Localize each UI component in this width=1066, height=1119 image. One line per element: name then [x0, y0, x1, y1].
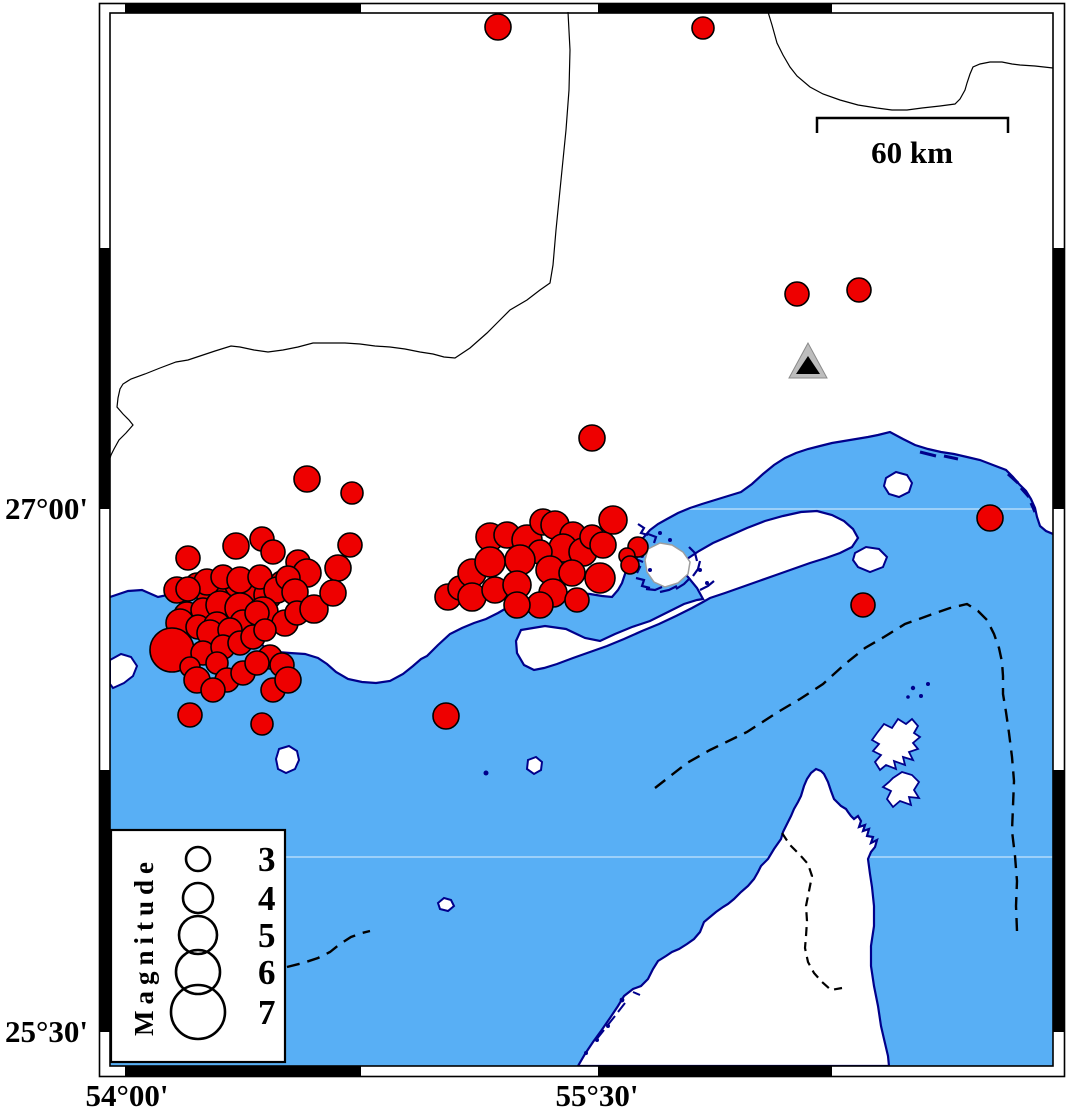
earthquake-marker	[784, 281, 810, 307]
fjord-islets	[906, 682, 930, 699]
mangrove-white-patch	[644, 542, 691, 588]
island-small-2	[525, 755, 544, 776]
island-qeshm	[514, 509, 860, 672]
earthquake-marker	[850, 592, 876, 618]
earthquake-marker	[598, 505, 628, 535]
islet-speck	[483, 770, 489, 776]
legend-label-mag-7: 7	[258, 993, 276, 1032]
earthquake-marker	[250, 712, 274, 736]
legend-circle-mag-3	[184, 845, 212, 873]
lat-label-27: 27°00'	[5, 491, 88, 526]
island-west-edge	[110, 652, 139, 690]
earthquake-marker	[432, 702, 460, 730]
legend-circle-mag-5	[177, 914, 219, 956]
earthquake-marker	[324, 554, 352, 582]
mangrove-islets	[640, 531, 709, 585]
coastal-dashes-ne	[919, 450, 1037, 513]
earthquake-layer	[149, 13, 1004, 736]
scale-bar: 60 km	[815, 116, 1010, 170]
legend-label-mag-5: 5	[258, 916, 276, 955]
province-borders	[110, 12, 1053, 459]
earthquake-marker	[564, 587, 590, 613]
legend-label-mag-3: 3	[258, 840, 276, 879]
axis-labels: 27°00' 25°30' 54°00' 55°30'	[5, 491, 639, 1113]
earthquake-marker	[244, 650, 270, 676]
lon-label-5530: 55°30'	[555, 1078, 638, 1113]
mainland-coastline	[110, 430, 1053, 685]
fjord-islands-2	[881, 771, 921, 809]
musandam-peninsula	[576, 767, 891, 1066]
earthquake-marker	[584, 562, 616, 594]
earthquake-marker	[558, 559, 586, 587]
earthquake-marker	[504, 544, 536, 576]
earthquake-marker	[526, 591, 554, 619]
legend-title: Magnitude	[129, 856, 159, 1036]
legend-label-mag-4: 4	[258, 879, 276, 918]
island-hormuz	[882, 470, 914, 499]
legend-circle-mag-4	[181, 881, 215, 915]
earthquake-marker	[846, 277, 872, 303]
earthquake-marker	[976, 504, 1004, 532]
lat-label-2530: 25°30'	[5, 1014, 88, 1049]
earthquake-marker	[503, 591, 531, 619]
earthquake-marker	[319, 579, 347, 607]
lon-label-5400: 54°00'	[85, 1078, 168, 1113]
earthquake-marker	[200, 677, 226, 703]
earthquake-marker	[177, 702, 203, 728]
island-small-1	[274, 744, 301, 775]
earthquake-marker	[340, 481, 364, 505]
station-triangle-icon	[788, 341, 828, 379]
island-small-3	[436, 896, 456, 913]
earthquake-marker	[260, 539, 286, 565]
earthquake-marker	[293, 465, 321, 493]
land-border-dashed	[781, 832, 843, 992]
earthquake-marker	[484, 13, 512, 41]
earthquake-marker	[253, 618, 277, 642]
earthquake-marker	[274, 666, 302, 694]
earthquake-marker	[337, 532, 363, 558]
island-larak	[851, 545, 889, 574]
earthquake-marker	[691, 16, 715, 40]
coastal-dots-musandam	[584, 997, 625, 1055]
earthquake-marker	[589, 531, 617, 559]
earthquake-marker	[474, 546, 506, 578]
earthquake-marker	[620, 555, 640, 575]
earthquake-marker	[175, 576, 201, 602]
legend-circle-mag-7	[169, 983, 227, 1041]
earthquake-marker	[299, 594, 329, 624]
map-frame	[98, 2, 1066, 1078]
earthquake-marker	[578, 424, 606, 452]
earthquake-marker	[222, 532, 250, 560]
legend-label-mag-6: 6	[258, 953, 276, 992]
maritime-boundaries	[286, 602, 1019, 969]
earthquake-marker	[175, 545, 201, 571]
legend-circle-mag-6	[174, 948, 222, 996]
scale-bar-label: 60 km	[871, 135, 953, 170]
fjord-islands-1	[870, 717, 922, 772]
